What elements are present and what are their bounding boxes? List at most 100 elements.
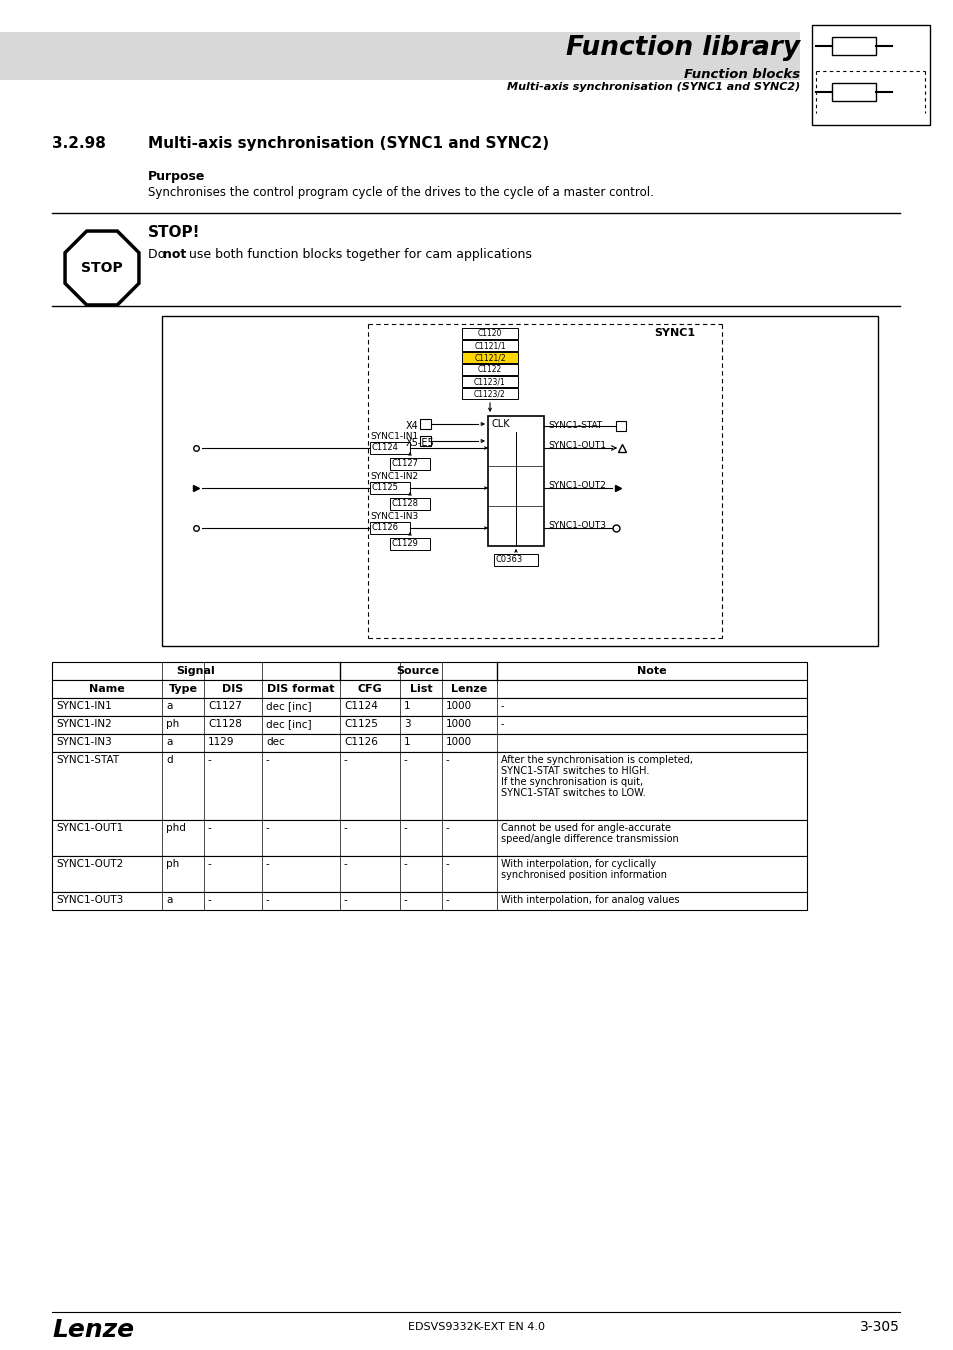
Text: -: - xyxy=(208,755,212,765)
Text: DIS format: DIS format xyxy=(267,684,335,694)
Text: SYNC1-OUT1: SYNC1-OUT1 xyxy=(547,441,605,450)
Text: dec [inc]: dec [inc] xyxy=(266,701,312,711)
Text: C1121/1: C1121/1 xyxy=(474,342,505,351)
Bar xyxy=(370,482,410,494)
Text: Cannot be used for angle-accurate: Cannot be used for angle-accurate xyxy=(500,824,670,833)
Bar xyxy=(370,441,410,454)
Text: C1127: C1127 xyxy=(392,459,418,468)
Text: -: - xyxy=(446,755,449,765)
Bar xyxy=(52,856,806,892)
Text: List: List xyxy=(409,684,432,694)
Text: Do: Do xyxy=(148,248,169,261)
Text: a: a xyxy=(166,701,172,711)
Text: dec [inc]: dec [inc] xyxy=(266,720,312,729)
Bar xyxy=(0,32,800,80)
Text: CFG: CFG xyxy=(357,684,382,694)
Text: X5-E5: X5-E5 xyxy=(406,437,435,448)
Text: -: - xyxy=(403,755,407,765)
Text: SYNC1-STAT switches to HIGH.: SYNC1-STAT switches to HIGH. xyxy=(500,765,649,776)
Text: -: - xyxy=(266,755,270,765)
Bar xyxy=(52,752,806,819)
Text: Type: Type xyxy=(169,684,197,694)
Text: -: - xyxy=(266,895,270,905)
Text: C1129: C1129 xyxy=(392,539,418,548)
Text: C1125: C1125 xyxy=(372,483,398,491)
Text: phd: phd xyxy=(166,824,186,833)
Text: synchronised position information: synchronised position information xyxy=(500,869,666,880)
Text: DIS: DIS xyxy=(222,684,243,694)
Bar xyxy=(52,662,806,680)
Bar xyxy=(390,498,430,510)
Text: -: - xyxy=(208,895,212,905)
Text: Name: Name xyxy=(89,684,125,694)
Text: C1122: C1122 xyxy=(477,366,501,374)
Text: Lenze: Lenze xyxy=(451,684,487,694)
Text: Source: Source xyxy=(396,666,439,676)
Text: EDSVS9332K-EXT EN 4.0: EDSVS9332K-EXT EN 4.0 xyxy=(408,1322,545,1332)
Text: Signal: Signal xyxy=(176,666,215,676)
Text: 1000: 1000 xyxy=(446,701,472,711)
Text: 1: 1 xyxy=(403,701,410,711)
Text: With interpolation, for cyclically: With interpolation, for cyclically xyxy=(500,859,656,869)
Text: ph: ph xyxy=(166,859,179,869)
Bar xyxy=(52,892,806,910)
Text: use both function blocks together for cam applications: use both function blocks together for ca… xyxy=(185,248,532,261)
Text: SYNC1-IN1: SYNC1-IN1 xyxy=(370,432,417,441)
Text: 1129: 1129 xyxy=(208,737,234,747)
Text: SYNC1-IN1: SYNC1-IN1 xyxy=(56,701,112,711)
Text: Lenze: Lenze xyxy=(52,1318,134,1342)
Text: After the synchronisation is completed,: After the synchronisation is completed, xyxy=(500,755,692,765)
Text: STOP!: STOP! xyxy=(148,225,200,240)
Bar xyxy=(162,316,877,647)
Bar xyxy=(494,554,537,566)
Text: Multi-axis synchronisation (SYNC1 and SYNC2): Multi-axis synchronisation (SYNC1 and SY… xyxy=(148,136,549,151)
Text: dec: dec xyxy=(266,737,284,747)
Bar xyxy=(461,377,517,387)
Text: 3-305: 3-305 xyxy=(860,1320,899,1334)
Bar xyxy=(52,734,806,752)
Bar xyxy=(831,36,875,55)
Bar xyxy=(419,436,431,446)
Text: -: - xyxy=(344,755,348,765)
Text: -: - xyxy=(403,859,407,869)
Text: SYNC1-OUT2: SYNC1-OUT2 xyxy=(56,859,123,869)
Text: C0363: C0363 xyxy=(496,555,522,564)
Text: SYNC1-IN3: SYNC1-IN3 xyxy=(56,737,112,747)
Text: 1: 1 xyxy=(403,737,410,747)
Text: a: a xyxy=(166,737,172,747)
Text: C1128: C1128 xyxy=(392,500,418,508)
Text: 1000: 1000 xyxy=(446,737,472,747)
Text: C1126: C1126 xyxy=(344,737,377,747)
Bar xyxy=(488,416,543,545)
Text: d: d xyxy=(166,755,172,765)
Text: Purpose: Purpose xyxy=(148,170,205,184)
Polygon shape xyxy=(65,231,139,305)
Text: 3: 3 xyxy=(403,720,410,729)
Text: C1121/2: C1121/2 xyxy=(474,354,505,363)
Text: Note: Note xyxy=(637,666,666,676)
Text: C1126: C1126 xyxy=(372,522,398,532)
Text: With interpolation, for analog values: With interpolation, for analog values xyxy=(500,895,679,905)
Text: SYNC1-STAT: SYNC1-STAT xyxy=(56,755,119,765)
Bar xyxy=(52,680,806,698)
Bar xyxy=(616,421,625,431)
Text: SYNC1-IN2: SYNC1-IN2 xyxy=(370,472,417,481)
Text: -: - xyxy=(344,824,348,833)
Bar xyxy=(52,716,806,734)
Text: -: - xyxy=(446,824,449,833)
Text: -: - xyxy=(500,720,504,729)
Text: speed/angle difference transmission: speed/angle difference transmission xyxy=(500,834,678,844)
Text: SYNC1-OUT1: SYNC1-OUT1 xyxy=(56,824,123,833)
Text: ph: ph xyxy=(166,720,179,729)
Text: SYNC1-IN3: SYNC1-IN3 xyxy=(370,512,417,521)
Text: SYNC1-OUT2: SYNC1-OUT2 xyxy=(547,481,605,490)
Text: Synchronises the control program cycle of the drives to the cycle of a master co: Synchronises the control program cycle o… xyxy=(148,186,653,198)
Bar xyxy=(52,698,806,716)
Bar xyxy=(390,539,430,549)
Bar xyxy=(461,364,517,375)
Text: -: - xyxy=(446,859,449,869)
Text: SYNC1-STAT: SYNC1-STAT xyxy=(547,421,601,431)
Bar xyxy=(461,352,517,363)
Text: -: - xyxy=(403,824,407,833)
Text: SYNC1-OUT3: SYNC1-OUT3 xyxy=(547,521,605,531)
